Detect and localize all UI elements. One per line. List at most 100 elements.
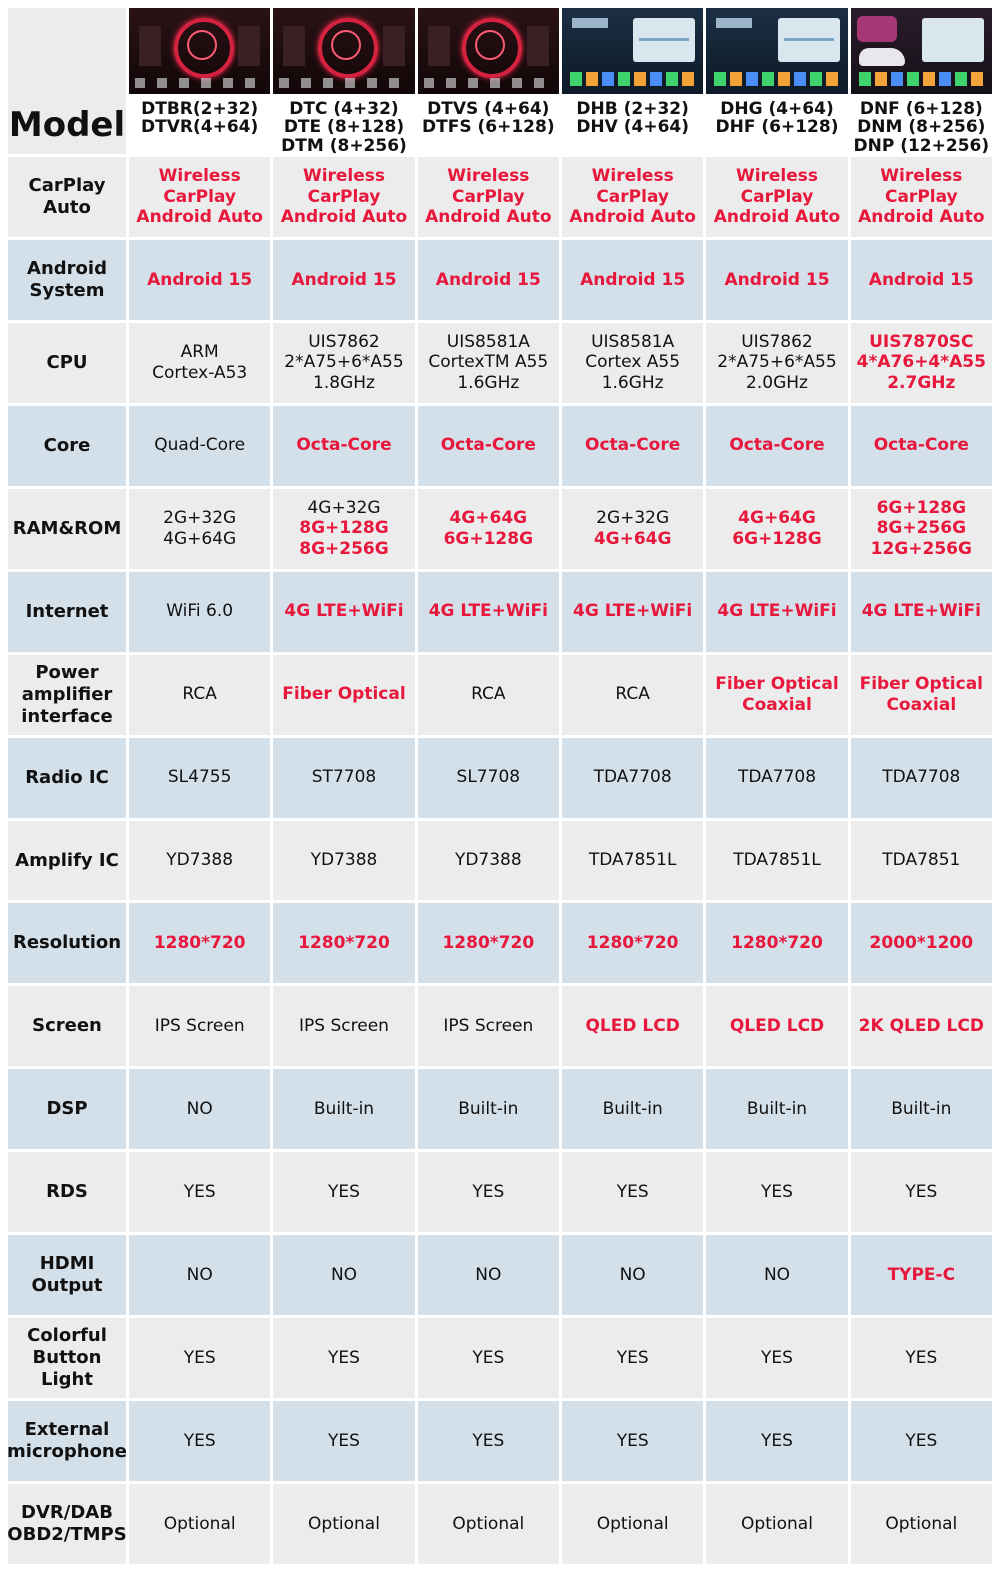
spec-value: YES: [183, 1347, 216, 1368]
model-name: DNM (8+256): [857, 117, 986, 138]
spec-value: Android Auto: [280, 207, 408, 228]
spec-value: Wireless CarPlay: [880, 165, 963, 207]
spec-value: 4G LTE+WiFi: [717, 601, 837, 622]
spec-value: YES: [328, 1347, 360, 1368]
spec-cell: Quad-Core: [129, 405, 271, 486]
spec-value: Quad-Core: [154, 435, 246, 456]
model-name: DHB (2+32): [576, 99, 689, 119]
spec-cell: Optional: [706, 1484, 848, 1564]
spec-value: QLED LCD: [585, 1016, 680, 1036]
head-unit-screen-image: [417, 8, 559, 94]
spec-value: YES: [472, 1181, 505, 1202]
spec-value: Fiber Optical: [859, 673, 984, 694]
spec-value: Coaxial: [886, 694, 957, 715]
spec-cell: 1280*720: [273, 903, 415, 984]
row-label: RDS: [8, 1152, 126, 1233]
spec-cell: 4G LTE+WiFi: [417, 571, 559, 652]
spec-value: Optional: [163, 1513, 236, 1534]
spec-cell: TDA7708: [706, 737, 848, 818]
spec-value: Octa-Core: [440, 435, 536, 456]
spec-value: TDA7851L: [588, 850, 677, 871]
spec-value: Cortex-A53: [152, 362, 248, 383]
spec-value: Optional: [596, 1513, 669, 1534]
spec-value: IPS Screen: [154, 1016, 245, 1036]
spec-cell: YES: [706, 1401, 848, 1482]
row-label-line: Amplify IC: [15, 849, 119, 871]
spec-value: YES: [905, 1181, 938, 1202]
model-header-cell: DTBR(2+32) DTVR(4+64): [129, 8, 271, 154]
spec-cell: Built-in: [561, 1069, 704, 1150]
spec-cell: NO: [273, 1235, 415, 1316]
model-name: DTC (4+32): [289, 99, 399, 119]
spec-cell: 2000*1200: [850, 903, 992, 984]
spec-value: 6G+128G: [876, 497, 967, 518]
spec-cell: UIS7862 2*A75+6*A55 1.8GHz: [273, 322, 415, 403]
spec-value: 4G+32G: [307, 497, 381, 518]
spec-value: Android 15: [147, 269, 253, 290]
spec-value: Coaxial: [742, 694, 812, 715]
row-label: Internet: [8, 571, 126, 652]
spec-value: 1280*720: [153, 933, 246, 954]
spec-value: YES: [472, 1430, 505, 1451]
spec-cell: YES: [706, 1318, 848, 1399]
spec-cell: Optional: [561, 1484, 704, 1564]
spec-value: 1.6GHz: [457, 373, 520, 394]
spec-cell: 1280*720: [417, 903, 559, 984]
spec-value: TDA7708: [593, 767, 672, 788]
spec-value: Built-in: [891, 1098, 952, 1119]
spec-value: UIS7870SC: [869, 331, 974, 352]
spec-cell: Optional: [273, 1484, 415, 1564]
spec-cell: Android 15: [850, 239, 992, 320]
spec-cell: Wireless CarPlay Android Auto: [417, 157, 559, 237]
spec-value: Built-in: [458, 1098, 519, 1119]
spec-cell: YD7388: [129, 820, 271, 901]
spec-value: YES: [328, 1181, 360, 1202]
spec-cell: ARM Cortex-A53: [129, 322, 271, 403]
spec-value: Android Auto: [858, 207, 985, 228]
spec-cell: Optional: [129, 1484, 271, 1564]
spec-value: 4*A76+4*A55: [856, 352, 986, 373]
spec-cell: 1280*720: [129, 903, 271, 984]
spec-cell: ST7708: [273, 737, 415, 818]
model-name: DNF (6+128): [859, 99, 983, 119]
row-label-line: Screen: [32, 1015, 102, 1037]
spec-value: Octa-Core: [873, 435, 969, 456]
spec-cell: Wireless CarPlay Android Auto: [273, 157, 415, 237]
spec-value: Built-in: [602, 1098, 663, 1119]
row-label-line: System: [29, 279, 105, 301]
spec-value: WiFi 6.0: [166, 601, 234, 622]
spec-cell: 6G+128G 8G+256G 12G+256G: [850, 488, 992, 569]
spec-value: Fiber Optical: [715, 673, 839, 694]
row-label: DVR/DAB OBD2/TMPS: [8, 1484, 126, 1564]
spec-cell: UIS8581A Cortex A55 1.6GHz: [561, 322, 704, 403]
row-label: Resolution: [8, 903, 126, 984]
spec-value: Octa-Core: [729, 435, 825, 456]
model-name: DHV (4+64): [576, 117, 689, 138]
spec-value: Android 15: [291, 269, 397, 290]
spec-value: YES: [183, 1181, 216, 1202]
spec-value: UIS7862: [308, 331, 380, 352]
spec-cell: NO: [129, 1235, 271, 1316]
spec-value: Optional: [452, 1513, 525, 1534]
spec-cell: YD7388: [417, 820, 559, 901]
spec-cell: Android 15: [273, 239, 415, 320]
spec-cell: TDA7708: [561, 737, 704, 818]
spec-cell: 1280*720: [706, 903, 848, 984]
spec-cell: Built-in: [273, 1069, 415, 1150]
spec-cell: YES: [561, 1401, 704, 1482]
spec-cell: TDA7851: [850, 820, 992, 901]
row-label-line: Output: [31, 1275, 103, 1297]
spec-value: 6G+128G: [443, 528, 534, 549]
row-label-line: Internet: [25, 600, 109, 622]
row-label: CarPlay Auto: [8, 157, 126, 237]
spec-cell: Octa-Core: [850, 405, 992, 486]
row-label-line: Radio IC: [25, 766, 109, 788]
spec-cell: Built-in: [706, 1069, 848, 1150]
spec-cell: YES: [561, 1152, 704, 1233]
spec-cell: 4G+64G 6G+128G: [706, 488, 848, 569]
spec-cell: YES: [417, 1318, 559, 1399]
spec-cell: Fiber Optical: [273, 654, 415, 735]
spec-value: Android Auto: [569, 207, 696, 228]
spec-cell: 4G LTE+WiFi: [561, 571, 704, 652]
head-unit-screen-image: [561, 8, 704, 94]
